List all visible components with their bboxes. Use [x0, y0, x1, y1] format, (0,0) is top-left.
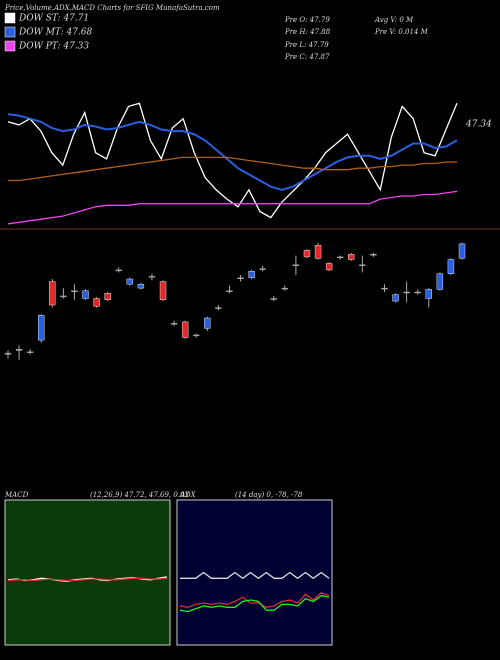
candle-body — [447, 259, 455, 275]
candle-body — [82, 290, 89, 299]
candle-body — [392, 294, 399, 302]
candle-body — [458, 243, 466, 259]
annotation: 47.34 — [465, 120, 492, 130]
candle-body — [370, 254, 377, 256]
legend-swatch — [4, 26, 16, 38]
candle-body — [60, 295, 67, 298]
candle-body — [336, 256, 344, 259]
candle-body — [38, 315, 45, 341]
candle-body — [237, 277, 244, 279]
candle-body — [4, 352, 12, 355]
annotation: Pre V: 0.014 M — [374, 28, 429, 36]
candle-body — [115, 269, 122, 272]
candle-body — [381, 287, 388, 290]
annotation: Pre H: 47.88 — [284, 28, 331, 36]
candle-body — [259, 268, 266, 270]
legend-swatch — [4, 40, 16, 52]
candle-body — [204, 317, 211, 329]
candle-body — [15, 349, 23, 351]
macd-title: MACD — [4, 491, 29, 499]
annotation: Pre O: 47.79 — [284, 16, 330, 24]
candle-body — [403, 291, 410, 294]
candle-body — [436, 273, 444, 290]
chart-title: Price,Volume,ADX,MACD Charts for SFIG Mu… — [4, 4, 220, 12]
candle-body — [126, 278, 134, 285]
legend-label: DOW PT: 47.33 — [18, 42, 89, 52]
series-line — [7, 102, 458, 219]
panel — [176, 499, 333, 646]
series-line — [7, 190, 458, 225]
macd-subtitle: (12,26,9) 47.72, 47.69, 0.03 — [90, 491, 190, 499]
candle-body — [325, 263, 333, 271]
series-line — [179, 592, 330, 608]
candle-body — [170, 323, 178, 325]
candle-body — [425, 289, 432, 299]
candle-body — [104, 293, 111, 300]
candle-body — [414, 291, 421, 294]
legend-swatch — [4, 12, 16, 24]
series-line — [7, 577, 168, 582]
candle-body — [314, 244, 322, 259]
candle-body — [93, 298, 100, 307]
candle-body — [292, 264, 300, 266]
legend-label: DOW MT: 47.68 — [18, 28, 93, 38]
candle-body — [215, 307, 222, 309]
adx-title: ADX — [179, 491, 197, 499]
legend-label: DOW ST: 47.71 — [18, 14, 89, 24]
candle-body — [49, 281, 56, 306]
candle-body — [270, 298, 277, 300]
candle-body — [137, 284, 145, 289]
adx-subtitle: (14 day) 0, -78, -78 — [235, 491, 303, 499]
candle-body — [348, 254, 355, 260]
candle-body — [148, 276, 156, 278]
candle-body — [281, 287, 289, 290]
candle-body — [193, 334, 200, 337]
candle-body — [159, 281, 167, 301]
series-line — [180, 571, 330, 580]
series-line — [8, 156, 457, 182]
annotation: Pre L: 47.79 — [284, 41, 329, 49]
candle-body — [181, 321, 189, 338]
panel — [4, 499, 171, 646]
candle-body — [248, 271, 255, 278]
candle-body — [303, 250, 311, 258]
series-line — [179, 595, 330, 613]
candle-body — [359, 264, 366, 266]
candle-body — [226, 290, 233, 292]
candle-body — [71, 290, 78, 292]
annotation: Avg V: 0 M — [374, 16, 414, 24]
candle-body — [26, 351, 34, 353]
annotation: Pre C: 47.87 — [284, 53, 330, 61]
series-line — [7, 113, 458, 191]
